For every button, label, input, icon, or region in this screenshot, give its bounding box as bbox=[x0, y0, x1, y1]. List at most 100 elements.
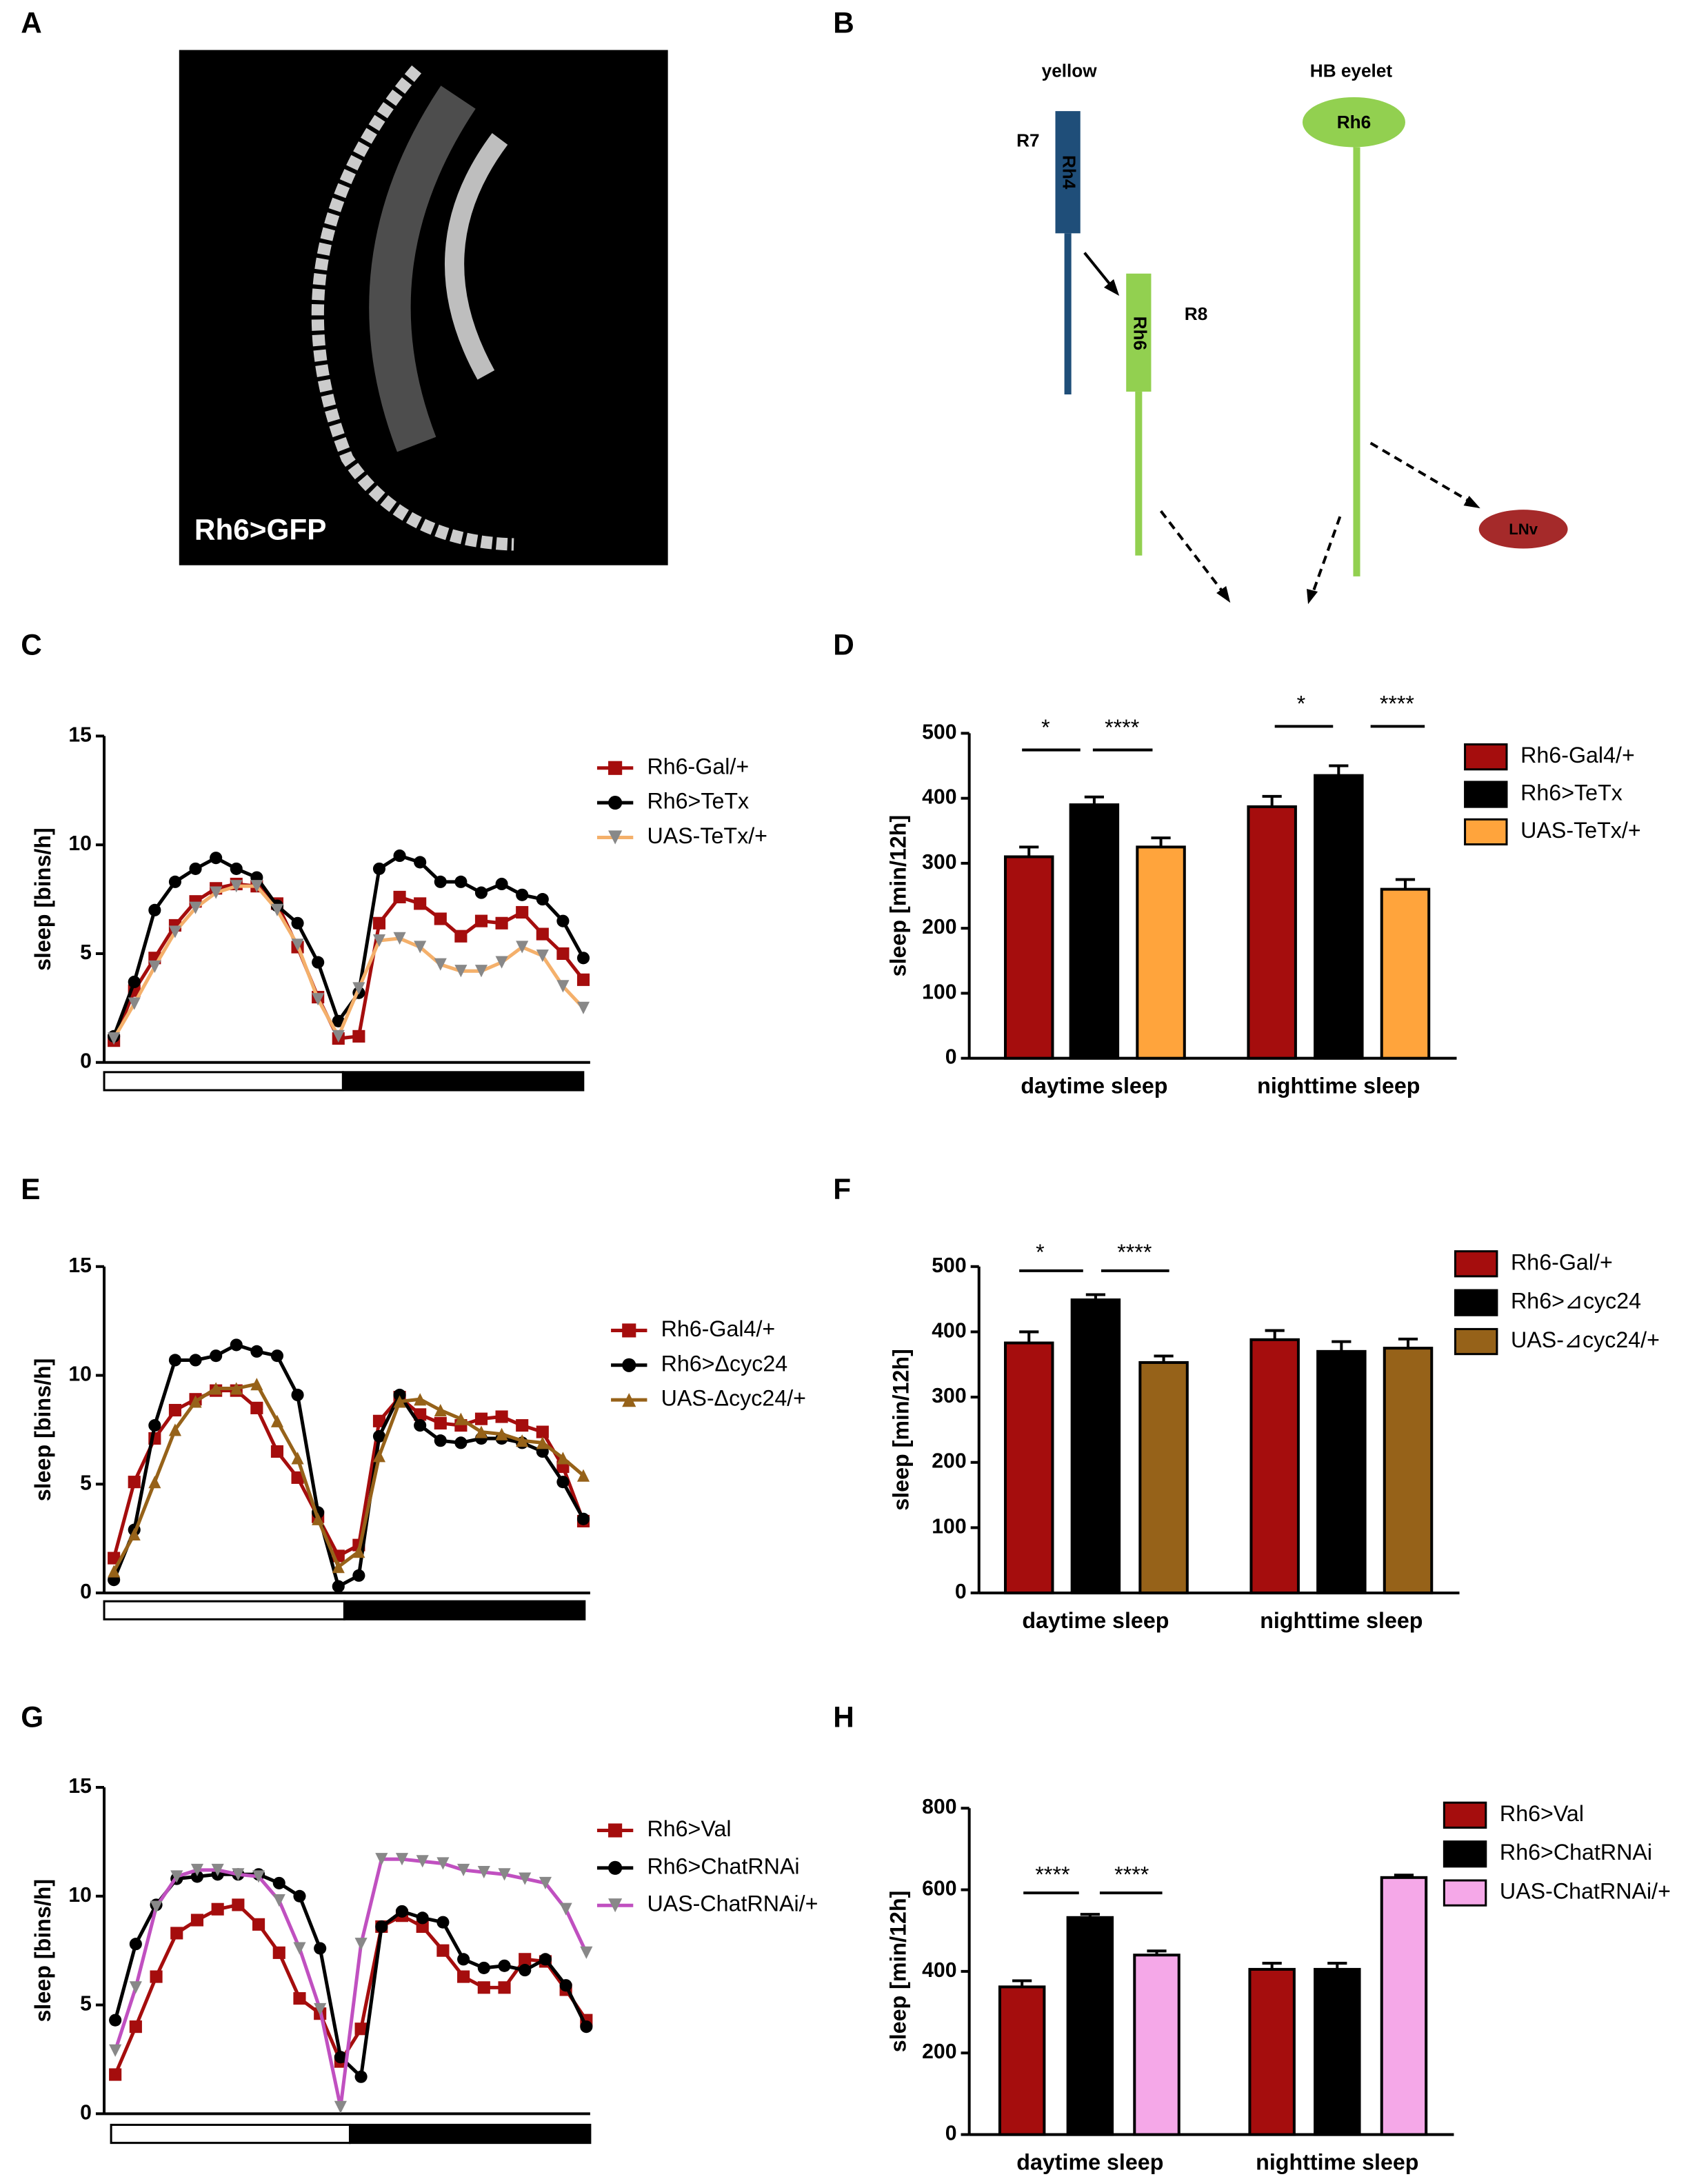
marker bbox=[189, 1354, 202, 1367]
marker bbox=[474, 1425, 488, 1438]
marker bbox=[250, 880, 263, 893]
marker bbox=[332, 1030, 345, 1043]
marker bbox=[454, 1412, 468, 1425]
marker bbox=[608, 830, 623, 845]
legend-swatch bbox=[1454, 1327, 1498, 1356]
marker bbox=[334, 2100, 347, 2113]
marker bbox=[168, 1423, 182, 1436]
marker bbox=[375, 1853, 388, 1866]
legend-swatch bbox=[1454, 1289, 1498, 1316]
marker bbox=[516, 888, 529, 901]
marker bbox=[109, 2014, 122, 2027]
legend-label: Rh6>Val bbox=[1500, 1801, 1584, 1826]
marker bbox=[170, 1927, 183, 1940]
legend-swatch bbox=[1464, 743, 1508, 771]
marker bbox=[230, 880, 243, 893]
y-tick-label: 0 bbox=[945, 2122, 957, 2145]
marker bbox=[539, 1876, 552, 1889]
marker bbox=[250, 1378, 263, 1391]
bar bbox=[1316, 1349, 1367, 1595]
x-tick-label: nighttime sleep bbox=[1260, 1608, 1423, 1633]
marker bbox=[332, 1014, 345, 1027]
marker bbox=[375, 1920, 388, 1934]
y-tick-label: 15 bbox=[68, 1254, 92, 1277]
marker bbox=[454, 875, 468, 888]
y-tick-label: 0 bbox=[80, 1050, 92, 1073]
marker bbox=[168, 875, 182, 888]
marker bbox=[519, 1872, 532, 1885]
marker bbox=[416, 1855, 429, 1868]
marker bbox=[457, 1863, 470, 1877]
marker bbox=[495, 877, 508, 891]
marker bbox=[312, 956, 325, 969]
y-axis-label: sleep [bins/h] bbox=[30, 1879, 55, 2022]
series-line bbox=[112, 1382, 585, 1572]
marker bbox=[168, 925, 182, 938]
marker bbox=[189, 1395, 202, 1408]
marker bbox=[536, 893, 549, 906]
marker bbox=[210, 1349, 223, 1363]
marker bbox=[252, 1918, 265, 1931]
marker bbox=[622, 1358, 636, 1372]
marker bbox=[291, 1471, 304, 1484]
bar bbox=[1066, 1916, 1114, 2136]
legend-label: Rh6>ChatRNAi bbox=[647, 1854, 799, 1878]
marker bbox=[622, 1393, 636, 1407]
marker bbox=[576, 952, 590, 965]
marker bbox=[436, 1944, 450, 1957]
marker bbox=[352, 1030, 365, 1043]
bar bbox=[1070, 1298, 1121, 1595]
marker bbox=[580, 1946, 593, 1959]
arrow-head bbox=[1103, 279, 1120, 296]
bar bbox=[1383, 1347, 1434, 1595]
marker bbox=[291, 938, 304, 952]
y-axis-label: sleep [min/12h] bbox=[885, 815, 910, 977]
marker bbox=[332, 1560, 345, 1574]
marker bbox=[314, 1942, 327, 1955]
marker bbox=[434, 958, 447, 971]
series-line bbox=[113, 1857, 588, 2108]
marker bbox=[434, 875, 447, 888]
marker bbox=[352, 1545, 365, 1558]
marker bbox=[454, 930, 468, 943]
y-tick-label: 10 bbox=[68, 1884, 92, 1907]
legend-label: UAS-TeTx/+ bbox=[647, 823, 767, 848]
marker bbox=[580, 2020, 593, 2034]
marker bbox=[332, 1580, 345, 1593]
marker bbox=[250, 1401, 263, 1414]
legend-label: Rh6-Gal/+ bbox=[647, 754, 749, 779]
marker bbox=[556, 914, 570, 927]
legend-swatch bbox=[1454, 1250, 1498, 1278]
caption: Rh6>GFP bbox=[194, 514, 326, 546]
marker bbox=[232, 1898, 245, 1911]
marker bbox=[414, 856, 427, 869]
marker bbox=[312, 1512, 325, 1525]
marker bbox=[416, 1911, 429, 1925]
y-tick-label: 200 bbox=[932, 1450, 966, 1473]
marker bbox=[354, 2022, 368, 2036]
y-tick-label: 100 bbox=[922, 981, 956, 1003]
marker bbox=[293, 1992, 306, 2005]
marker bbox=[210, 886, 223, 899]
legend-label: Rh6>TeTx bbox=[647, 789, 749, 814]
light-phase bbox=[103, 1071, 344, 1092]
y-tick-label: 200 bbox=[922, 2040, 956, 2063]
marker bbox=[414, 1393, 427, 1406]
y-tick-label: 400 bbox=[922, 1959, 956, 1982]
bar bbox=[1003, 1341, 1054, 1595]
panel-b: yellow HB eyelet Rh4 R7 Rh6 R8 Rh6 LNv bbox=[1016, 61, 1568, 605]
y-axis-label: sleep [bins/h] bbox=[30, 1358, 55, 1502]
panel-label: F bbox=[833, 1173, 851, 1205]
y-tick-label: 5 bbox=[80, 941, 92, 964]
significance: **** bbox=[1380, 692, 1415, 716]
marker bbox=[495, 916, 508, 930]
marker bbox=[393, 1388, 406, 1402]
dark-phase bbox=[343, 1600, 586, 1620]
marker bbox=[168, 1403, 182, 1417]
y-tick-label: 300 bbox=[922, 851, 956, 874]
marker bbox=[454, 965, 468, 978]
marker bbox=[211, 1863, 224, 1877]
marker bbox=[148, 960, 161, 973]
marker bbox=[354, 1938, 368, 1951]
